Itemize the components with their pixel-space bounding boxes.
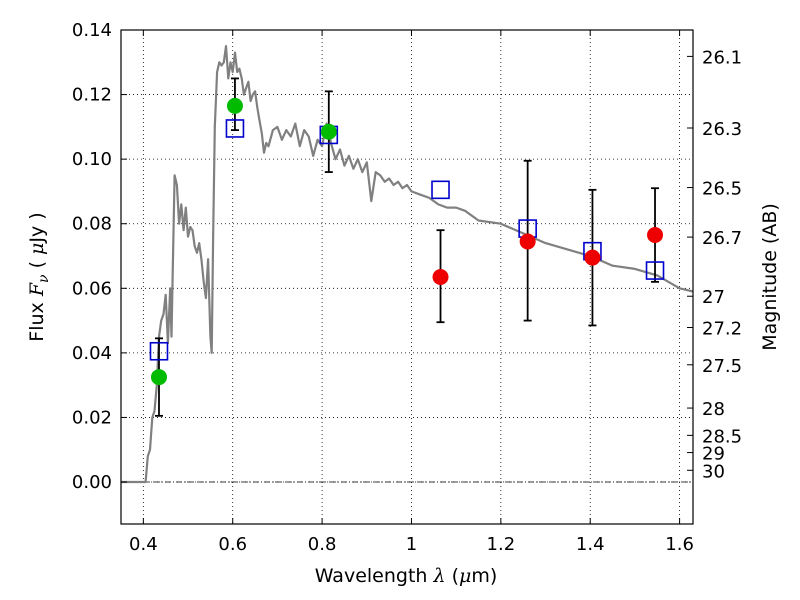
y-axis-label-symbol: F bbox=[26, 282, 48, 297]
x-axis-label-suffix: ( bbox=[446, 565, 459, 587]
x-tick-label: 0.6 bbox=[218, 534, 247, 555]
y-axis-label: Flux Fν ( μJy ) bbox=[26, 212, 52, 341]
model-flux-square bbox=[149, 341, 169, 361]
y-ticks: 0.00 0.02 0.04 0.06 0.08 0.10 0.12 0.14 bbox=[72, 20, 127, 493]
x-axis-label-unit: m) bbox=[471, 565, 497, 587]
y-tick-label: 0.00 bbox=[72, 472, 112, 493]
x-tick-label: 1.4 bbox=[576, 534, 605, 555]
magnitude-tick-label: 27.5 bbox=[702, 356, 742, 377]
model-flux-square bbox=[645, 261, 665, 280]
detection-point bbox=[150, 369, 167, 386]
model-flux-layer bbox=[149, 119, 665, 361]
y-axis-label-suffix: ( bbox=[26, 255, 48, 275]
magnitude-tick-label: 26.3 bbox=[702, 119, 742, 140]
y-tick-label: 0.04 bbox=[72, 343, 112, 364]
magnitude-tick-label: 27 bbox=[702, 287, 725, 308]
detection-point bbox=[519, 233, 536, 250]
x-tick-label: 1 bbox=[406, 534, 417, 555]
model-flux-square bbox=[431, 180, 450, 200]
x-axis-label: Wavelength λ (μm) bbox=[315, 565, 498, 587]
x-axis-label-symbol: λ bbox=[432, 565, 445, 587]
y-axis-label-mu: μ bbox=[26, 243, 48, 255]
plot-frame bbox=[120, 29, 694, 525]
y-axis-label-unit: Jy ) bbox=[26, 212, 48, 243]
model-flux-square bbox=[225, 119, 245, 138]
x-tick-label: 1.2 bbox=[487, 534, 516, 555]
x-tick-label: 1.6 bbox=[665, 534, 694, 555]
y-tick-label: 0.12 bbox=[72, 85, 112, 106]
magnitude-tick-label: 27.2 bbox=[702, 318, 742, 339]
model-spectrum-line bbox=[121, 45, 694, 484]
detection-point bbox=[647, 227, 664, 244]
magnitude-tick-label: 26.5 bbox=[702, 179, 742, 200]
detection-point bbox=[432, 269, 449, 285]
y-tick-label: 0.02 bbox=[72, 407, 112, 428]
x-axis-label-prefix: Wavelength bbox=[315, 565, 434, 587]
x-axis-label-mu: μ bbox=[459, 565, 471, 587]
detection-point bbox=[226, 97, 243, 114]
magnitude-tick-label: 26.1 bbox=[702, 47, 742, 68]
y-axis-label-prefix: Flux bbox=[26, 296, 48, 342]
magnitude-tick-label: 29 bbox=[702, 444, 725, 465]
y-tick-label: 0.14 bbox=[72, 20, 112, 41]
magnitude-tick-label: 28.5 bbox=[702, 426, 742, 447]
detection-layer bbox=[150, 97, 664, 386]
y-axis-label-sub: ν bbox=[36, 274, 52, 283]
y-tick-label: 0.08 bbox=[72, 214, 112, 235]
y-tick-label: 0.06 bbox=[72, 278, 112, 299]
magnitude-axis-label: Magnitude (AB) bbox=[759, 203, 781, 351]
model-spectrum-layer bbox=[121, 45, 694, 484]
magnitude-tick-label: 28 bbox=[702, 399, 725, 420]
x-tick-label: 0.4 bbox=[129, 534, 158, 555]
magnitude-tick-label: 30 bbox=[702, 461, 725, 482]
detection-point bbox=[320, 123, 337, 140]
magnitude-tick-label: 26.7 bbox=[702, 228, 742, 249]
detection-point bbox=[584, 249, 601, 266]
x-tick-label: 0.8 bbox=[308, 534, 337, 555]
y-tick-label: 0.10 bbox=[72, 149, 112, 170]
x-ticks: 0.4 0.6 0.8 1 1.2 1.4 1.6 bbox=[129, 30, 694, 555]
